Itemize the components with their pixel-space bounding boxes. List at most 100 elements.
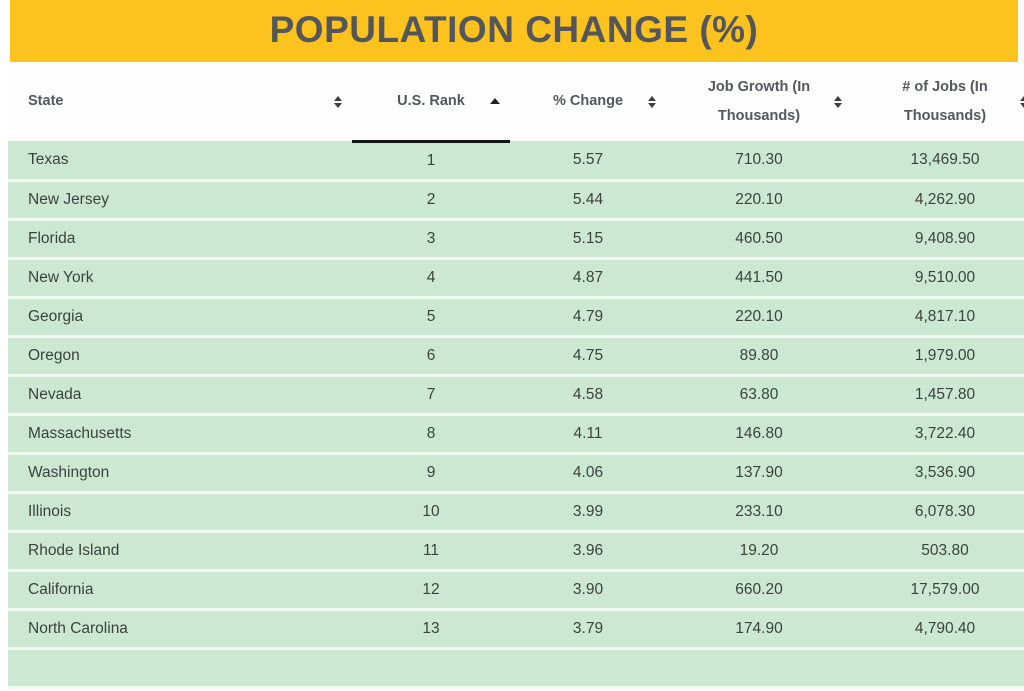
- change-cell: 4.11: [510, 414, 666, 455]
- table-row: New Jersey 2 5.44 220.10 4,262.90: [8, 180, 1024, 221]
- change-cell: 5.57: [510, 141, 666, 182]
- growth-cell: 710.30: [666, 141, 852, 182]
- jobs-cell: 4,262.90: [852, 180, 1024, 221]
- state-cell: Florida: [8, 219, 352, 260]
- sort-ascending-icon[interactable]: [490, 97, 500, 104]
- change-cell: 5.15: [510, 219, 666, 260]
- table-row: Texas 1 5.57 710.30 13,469.50: [8, 141, 1024, 182]
- column-header-job-growth-label: Job Growth (In Thousands): [707, 79, 811, 124]
- growth-cell: 220.10: [666, 297, 852, 338]
- rank-cell: 11: [352, 531, 510, 572]
- jobs-cell: 3,536.90: [852, 453, 1024, 494]
- column-header-num-jobs-label: # of Jobs (In Thousands): [902, 79, 988, 124]
- change-cell: 4.75: [510, 336, 666, 377]
- jobs-cell: 503.80: [852, 531, 1024, 572]
- rank-cell: [352, 648, 510, 689]
- state-cell: [8, 648, 352, 689]
- jobs-cell: 9,408.90: [852, 219, 1024, 260]
- column-header-state-label: State: [28, 93, 64, 110]
- state-cell: Washington: [8, 453, 352, 494]
- title-banner: POPULATION CHANGE (%): [10, 0, 1018, 62]
- jobs-cell: 1,457.80: [852, 375, 1024, 416]
- rank-cell: 6: [352, 336, 510, 377]
- jobs-cell: 1,979.00: [852, 336, 1024, 377]
- change-cell: 5.44: [510, 180, 666, 221]
- growth-cell: 174.90: [666, 609, 852, 650]
- column-header-num-jobs[interactable]: # of Jobs (In Thousands): [852, 62, 1024, 141]
- rank-cell: 13: [352, 609, 510, 650]
- table-row: Rhode Island 11 3.96 19.20 503.80: [8, 531, 1024, 572]
- table-row: Massachusetts 8 4.11 146.80 3,722.40: [8, 414, 1024, 455]
- table-row: Nevada 7 4.58 63.80 1,457.80: [8, 375, 1024, 416]
- table-row: Washington 9 4.06 137.90 3,536.90: [8, 453, 1024, 494]
- growth-cell: 63.80: [666, 375, 852, 416]
- state-cell: California: [8, 570, 352, 611]
- table-row: Oregon 6 4.75 89.80 1,979.00: [8, 336, 1024, 377]
- column-header-job-growth[interactable]: Job Growth (In Thousands): [666, 62, 852, 141]
- rank-cell: 12: [352, 570, 510, 611]
- rank-cell: 8: [352, 414, 510, 455]
- table-row: Illinois 10 3.99 233.10 6,078.30: [8, 492, 1024, 533]
- jobs-cell: 17,579.00: [852, 570, 1024, 611]
- rank-cell: 4: [352, 258, 510, 299]
- jobs-cell: [852, 648, 1024, 689]
- column-header-us-rank[interactable]: U.S. Rank: [352, 62, 510, 143]
- growth-cell: [666, 648, 852, 689]
- growth-cell: 220.10: [666, 180, 852, 221]
- sort-both-icon[interactable]: [648, 95, 656, 108]
- growth-cell: 146.80: [666, 414, 852, 455]
- jobs-cell: 4,790.40: [852, 609, 1024, 650]
- change-cell: 3.99: [510, 492, 666, 533]
- jobs-cell: 13,469.50: [852, 141, 1024, 182]
- column-header-percent-change-label: % Change: [552, 93, 624, 110]
- column-header-percent-change[interactable]: % Change: [510, 62, 666, 141]
- growth-cell: 89.80: [666, 336, 852, 377]
- state-cell: North Carolina: [8, 609, 352, 650]
- growth-cell: 19.20: [666, 531, 852, 572]
- growth-cell: 660.20: [666, 570, 852, 611]
- jobs-cell: 4,817.10: [852, 297, 1024, 338]
- change-cell: 3.96: [510, 531, 666, 572]
- state-cell: Rhode Island: [8, 531, 352, 572]
- table-row: Georgia 5 4.79 220.10 4,817.10: [8, 297, 1024, 338]
- state-cell: Oregon: [8, 336, 352, 377]
- state-cell: New York: [8, 258, 352, 299]
- rank-cell: 1: [352, 141, 510, 182]
- population-change-table: State U.S. Rank % Change Job Growth (In …: [8, 62, 1024, 689]
- rank-cell: 10: [352, 492, 510, 533]
- rank-cell: 2: [352, 180, 510, 221]
- column-header-state[interactable]: State: [8, 62, 352, 141]
- state-cell: Nevada: [8, 375, 352, 416]
- rank-cell: 5: [352, 297, 510, 338]
- change-cell: 4.58: [510, 375, 666, 416]
- table-header-row: State U.S. Rank % Change Job Growth (In …: [8, 62, 1024, 143]
- rank-cell: 7: [352, 375, 510, 416]
- rank-cell: 3: [352, 219, 510, 260]
- growth-cell: 233.10: [666, 492, 852, 533]
- change-cell: 3.79: [510, 609, 666, 650]
- sort-both-icon[interactable]: [334, 95, 342, 108]
- jobs-cell: 3,722.40: [852, 414, 1024, 455]
- change-cell: 4.79: [510, 297, 666, 338]
- state-cell: Illinois: [8, 492, 352, 533]
- table-row-clipped: [8, 648, 1024, 689]
- column-header-us-rank-label: U.S. Rank: [397, 92, 465, 109]
- table-header: State U.S. Rank % Change Job Growth (In …: [8, 62, 1024, 143]
- change-cell: 4.06: [510, 453, 666, 494]
- sort-both-icon[interactable]: [1020, 95, 1024, 108]
- growth-cell: 441.50: [666, 258, 852, 299]
- jobs-cell: 9,510.00: [852, 258, 1024, 299]
- table-row: California 12 3.90 660.20 17,579.00: [8, 570, 1024, 611]
- sort-both-icon[interactable]: [834, 95, 842, 108]
- table-row: North Carolina 13 3.79 174.90 4,790.40: [8, 609, 1024, 650]
- state-cell: Massachusetts: [8, 414, 352, 455]
- change-cell: [510, 648, 666, 689]
- state-cell: New Jersey: [8, 180, 352, 221]
- page-title: POPULATION CHANGE (%): [269, 9, 759, 50]
- change-cell: 3.90: [510, 570, 666, 611]
- table-row: Florida 3 5.15 460.50 9,408.90: [8, 219, 1024, 260]
- rank-cell: 9: [352, 453, 510, 494]
- table-body: Texas 1 5.57 710.30 13,469.50 New Jersey…: [8, 141, 1024, 689]
- growth-cell: 137.90: [666, 453, 852, 494]
